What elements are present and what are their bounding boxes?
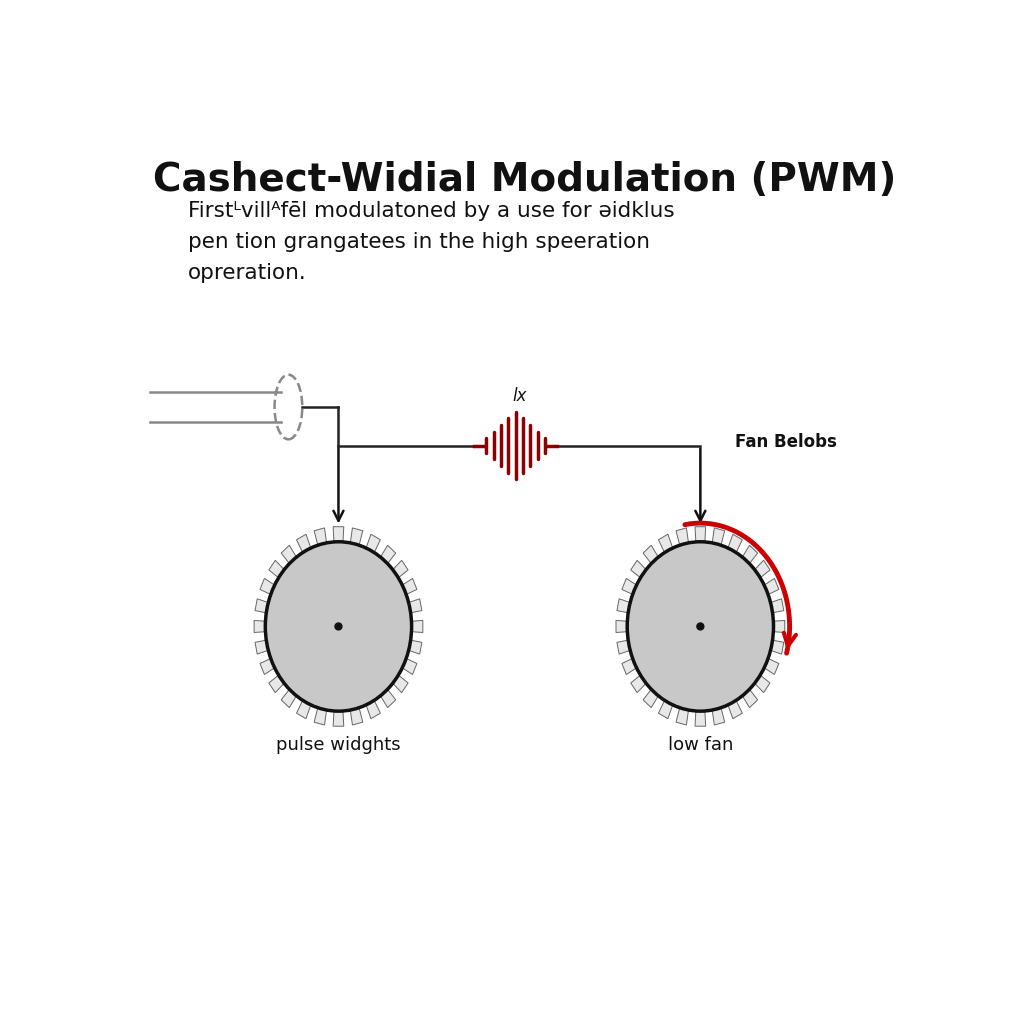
Polygon shape bbox=[366, 700, 380, 719]
Ellipse shape bbox=[628, 542, 773, 711]
Polygon shape bbox=[695, 711, 706, 726]
Polygon shape bbox=[713, 708, 725, 725]
Polygon shape bbox=[402, 579, 417, 595]
Polygon shape bbox=[764, 579, 779, 595]
Polygon shape bbox=[742, 545, 758, 563]
Polygon shape bbox=[695, 526, 706, 542]
Polygon shape bbox=[260, 579, 274, 595]
Polygon shape bbox=[676, 528, 688, 545]
Polygon shape bbox=[755, 675, 770, 692]
Polygon shape bbox=[658, 535, 673, 553]
Text: low fan: low fan bbox=[668, 736, 733, 754]
Polygon shape bbox=[412, 621, 423, 633]
Text: pulse widghts: pulse widghts bbox=[276, 736, 400, 754]
Text: Cashect-Widial Modulation (PWM): Cashect-Widial Modulation (PWM) bbox=[154, 161, 896, 199]
Polygon shape bbox=[269, 675, 285, 692]
Polygon shape bbox=[333, 526, 344, 542]
Polygon shape bbox=[409, 640, 422, 654]
Ellipse shape bbox=[265, 542, 412, 711]
Text: opreration.: opreration. bbox=[188, 263, 307, 283]
Polygon shape bbox=[658, 700, 673, 719]
Polygon shape bbox=[297, 535, 311, 553]
Polygon shape bbox=[255, 599, 268, 612]
Polygon shape bbox=[255, 640, 268, 654]
Text: pen tion grangatees in the high speeration: pen tion grangatees in the high speerati… bbox=[188, 232, 650, 252]
Polygon shape bbox=[350, 708, 362, 725]
Polygon shape bbox=[393, 560, 409, 578]
Polygon shape bbox=[616, 640, 630, 654]
Polygon shape bbox=[282, 689, 297, 708]
Text: lx: lx bbox=[512, 387, 526, 406]
Polygon shape bbox=[755, 560, 770, 578]
Polygon shape bbox=[366, 535, 380, 553]
Polygon shape bbox=[728, 535, 742, 553]
Polygon shape bbox=[409, 599, 422, 612]
Polygon shape bbox=[622, 579, 637, 595]
Circle shape bbox=[335, 623, 342, 630]
Polygon shape bbox=[643, 545, 658, 563]
Polygon shape bbox=[643, 689, 658, 708]
Circle shape bbox=[697, 623, 703, 630]
Polygon shape bbox=[728, 700, 742, 719]
Polygon shape bbox=[254, 621, 265, 633]
Polygon shape bbox=[260, 658, 274, 675]
Polygon shape bbox=[381, 545, 395, 563]
Polygon shape bbox=[770, 640, 783, 654]
Polygon shape bbox=[393, 675, 409, 692]
Polygon shape bbox=[381, 689, 395, 708]
Polygon shape bbox=[616, 621, 628, 633]
Text: Firstᴸᴠillᴬfēl modulatoned by a use for əidklus: Firstᴸᴠillᴬfēl modulatoned by a use for … bbox=[188, 202, 675, 221]
Polygon shape bbox=[314, 708, 327, 725]
Polygon shape bbox=[770, 599, 783, 612]
Polygon shape bbox=[350, 528, 362, 545]
Polygon shape bbox=[282, 545, 297, 563]
Polygon shape bbox=[764, 658, 779, 675]
Polygon shape bbox=[742, 689, 758, 708]
Polygon shape bbox=[631, 675, 646, 692]
Polygon shape bbox=[297, 700, 311, 719]
Polygon shape bbox=[314, 528, 327, 545]
Polygon shape bbox=[713, 528, 725, 545]
Polygon shape bbox=[402, 658, 417, 675]
Polygon shape bbox=[622, 658, 637, 675]
Polygon shape bbox=[269, 560, 285, 578]
Polygon shape bbox=[676, 708, 688, 725]
Polygon shape bbox=[631, 560, 646, 578]
Text: Fan Belobs: Fan Belobs bbox=[735, 433, 837, 451]
Polygon shape bbox=[333, 711, 344, 726]
Polygon shape bbox=[616, 599, 630, 612]
Polygon shape bbox=[773, 621, 784, 633]
